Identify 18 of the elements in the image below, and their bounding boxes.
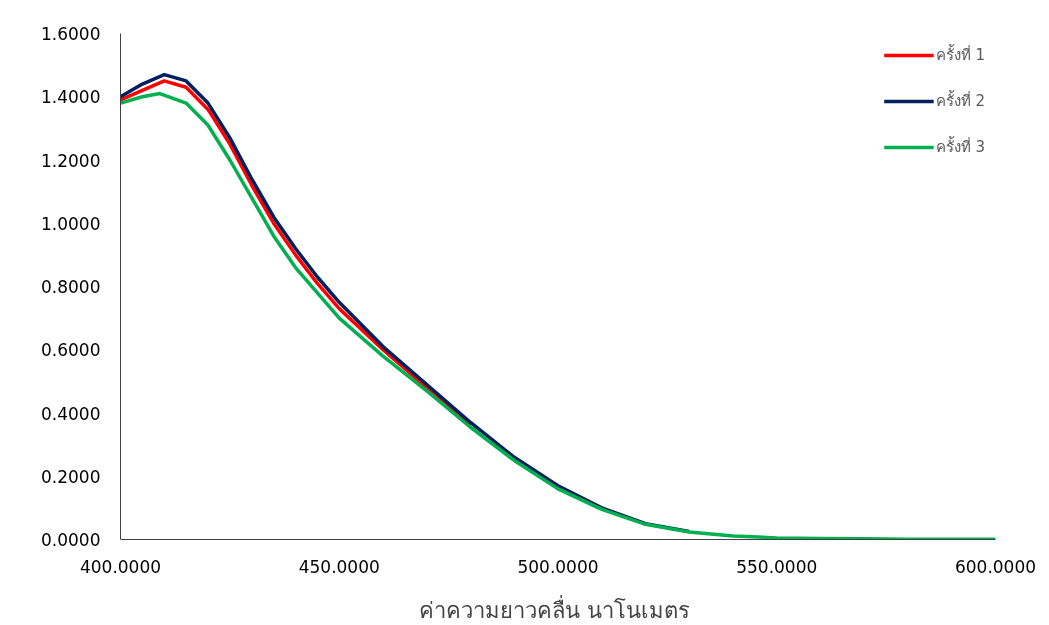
y-tick-label: 0.0000 — [41, 530, 101, 550]
y-tick-label: 1.4000 — [41, 87, 101, 108]
y-tick-label: 0.2000 — [41, 466, 101, 487]
y-tick-label: 0.4000 — [41, 403, 101, 424]
y-tick-label: 0.6000 — [41, 340, 101, 361]
legend-label: ครั้งที่ 2 — [935, 89, 985, 112]
x-tick-label: 600.0000 — [954, 556, 1037, 577]
x-tick-label: 450.0000 — [298, 556, 380, 577]
y-tick-label: 0.8000 — [41, 277, 101, 297]
legend-label: ครั้งที่ 3 — [935, 135, 985, 158]
x-tick-label: 400.0000 — [79, 556, 162, 577]
y-tick-label: 1.6000 — [41, 24, 101, 44]
x-tick-label: 500.0000 — [517, 556, 599, 577]
y-tick-label: 1.2000 — [41, 150, 101, 171]
x-tick-label: 550.0000 — [736, 556, 818, 577]
legend-label: ครั้งที่ 1 — [935, 43, 985, 66]
y-tick-label: 1.0000 — [41, 213, 101, 234]
x-axis-title: ค่าความยาวคลื่น นาโนเมตร — [419, 594, 691, 623]
